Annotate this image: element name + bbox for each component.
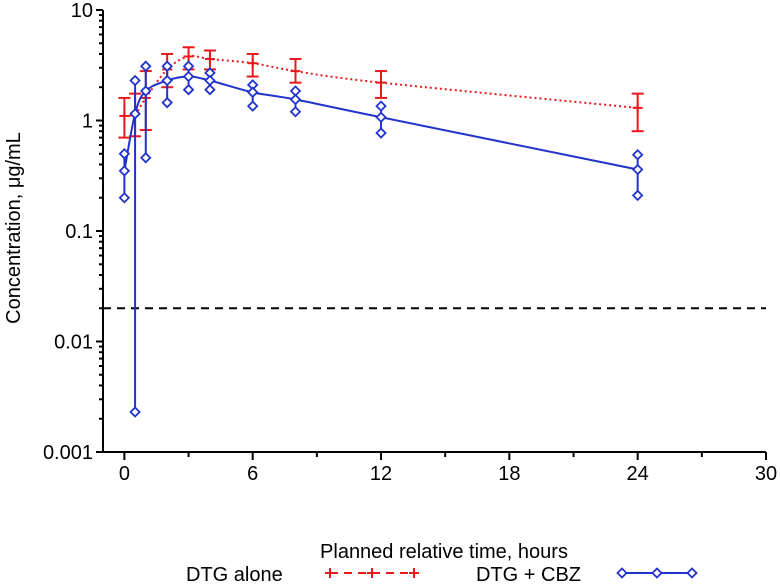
y-tick-label: 10	[71, 0, 93, 22]
error-bar-end-high	[182, 60, 195, 72]
error-bar-end-high	[140, 60, 152, 72]
y-axis-title: Concentration, μg/mL	[3, 132, 25, 324]
y-tick-label: 1	[82, 111, 93, 133]
data-point	[118, 165, 131, 177]
data-point	[182, 70, 195, 83]
error-bar-end-low	[375, 127, 387, 139]
error-bar-end-low	[129, 406, 141, 418]
legend-marker	[686, 567, 698, 579]
error-bar-end-low	[631, 189, 644, 202]
plot-area	[103, 46, 766, 418]
data-point	[631, 163, 644, 176]
legend-label-dtg-cbz: DTG + CBZ	[476, 564, 581, 586]
legend-marker	[367, 568, 377, 578]
error-bar-end-high	[375, 100, 387, 112]
x-tick-label: 12	[370, 463, 392, 485]
error-bar	[182, 60, 195, 96]
data-point	[129, 108, 141, 120]
y-tick-label: 0.001	[43, 442, 93, 464]
error-bar-end-high	[161, 60, 173, 72]
error-bar-end-low	[204, 83, 216, 96]
data-point	[204, 74, 216, 87]
y-axis-ticks: 0.001 0.01 0.1 1 10	[43, 0, 103, 464]
error-bar-end-low	[289, 105, 302, 118]
x-tick-label: 30	[755, 463, 777, 485]
x-tick-label: 6	[247, 463, 258, 485]
legend-label-dtg-alone: DTG alone	[186, 564, 283, 586]
data-point	[183, 51, 194, 62]
axes: 0.001 0.01 0.1 1 10 0 6 12 18 24 30	[43, 0, 777, 485]
legend-item-dtg-cbz: DTG + CBZ	[476, 564, 698, 586]
legend-sample-dtg-cbz	[616, 567, 698, 579]
error-bar-end-low	[182, 83, 195, 96]
legend-marker	[616, 567, 628, 579]
legend-marker	[409, 568, 419, 578]
legend-marker	[651, 567, 663, 579]
data-point	[204, 54, 215, 65]
legend-sample-dtg-alone	[325, 568, 419, 578]
y-tick-label: 0.1	[65, 221, 93, 243]
series-1	[118, 60, 644, 418]
x-tick-label: 18	[498, 463, 520, 485]
error-bar	[631, 148, 644, 202]
error-bar	[129, 74, 141, 418]
series-layer	[118, 46, 644, 418]
x-tick-label: 0	[119, 463, 130, 485]
data-point	[246, 86, 259, 99]
legend-marker	[325, 568, 335, 578]
data-point	[375, 111, 387, 124]
error-bar-end-low	[140, 151, 152, 164]
data-point	[290, 66, 301, 77]
error-bar-end-high	[118, 147, 131, 160]
error-bar-end-low	[161, 96, 173, 109]
data-point	[376, 77, 387, 88]
x-tick-label: 24	[627, 463, 649, 485]
error-bar-end-low	[118, 191, 131, 204]
legend: DTG alone DTG + CBZ	[186, 564, 698, 586]
error-bar-end-low	[246, 100, 259, 112]
error-bar-end-high	[631, 148, 644, 161]
legend-item-dtg-alone: DTG alone	[186, 564, 419, 586]
error-bar-end-high	[129, 74, 141, 87]
y-tick-label: 0.01	[54, 332, 93, 354]
data-point	[247, 58, 258, 69]
data-point	[140, 85, 152, 97]
x-axis-ticks: 0 6 12 18 24 30	[119, 452, 777, 485]
x-axis-title: Planned relative time, hours	[320, 541, 568, 563]
data-point	[161, 74, 173, 87]
data-point	[632, 102, 643, 113]
data-point	[289, 93, 302, 106]
data-point	[119, 110, 130, 121]
error-bar	[140, 60, 152, 164]
